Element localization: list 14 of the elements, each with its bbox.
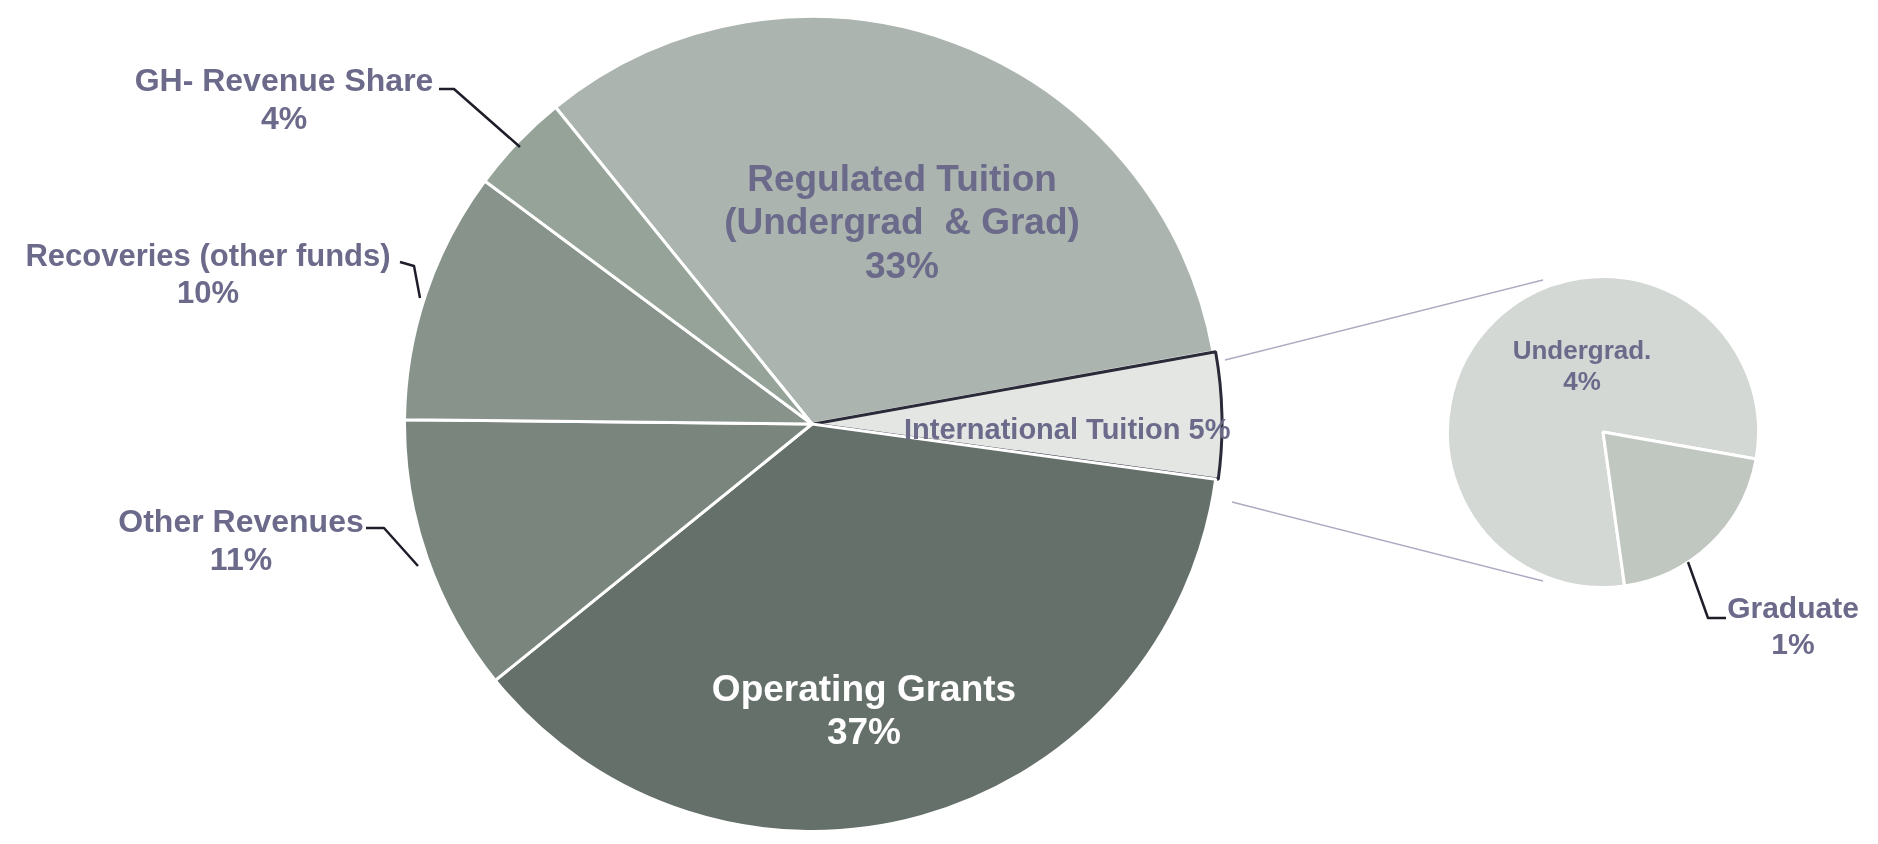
data-label: 37% — [826, 711, 902, 753]
slice-label: Undergrad. — [1512, 335, 1652, 366]
data-label: 1% — [1771, 626, 1815, 660]
slice-label: Recoveries (other funds) — [25, 238, 391, 274]
slice-label: Other Revenues — [118, 502, 364, 539]
data-label: 10% — [176, 274, 240, 310]
slice-label: Regulated Tuition (Undergrad & Grad) — [724, 157, 1080, 243]
data-label: 4% — [260, 99, 308, 136]
slice-label: Graduate — [1727, 591, 1859, 625]
data-label: 4% — [1563, 365, 1601, 396]
slice-label: GH- Revenue Share — [134, 61, 434, 98]
slice-label: Operating Grants — [711, 667, 1017, 709]
data-label: 33% — [864, 245, 940, 287]
data-label: 11% — [209, 540, 273, 577]
